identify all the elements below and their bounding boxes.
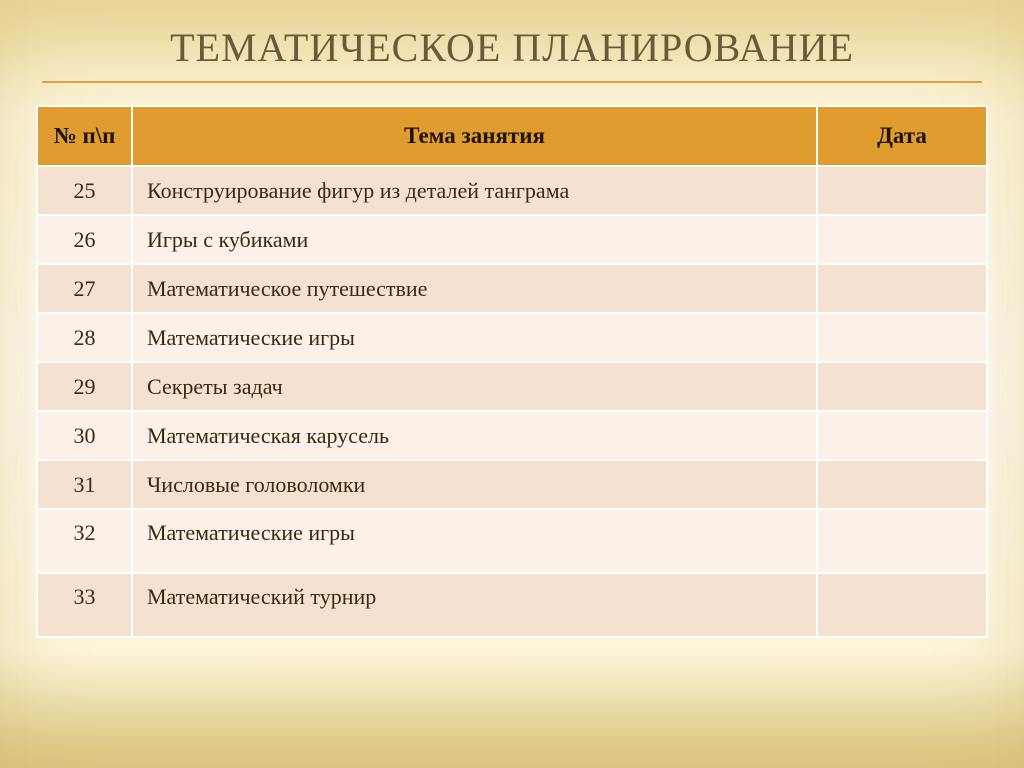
col-header-num: № п\п xyxy=(37,106,132,166)
cell-num: 32 xyxy=(37,509,132,573)
slide: ТЕМАТИЧЕСКОЕ ПЛАНИРОВАНИЕ № п\п Тема зан… xyxy=(0,0,1024,768)
table-row: 32 Математические игры xyxy=(37,509,987,573)
cell-date xyxy=(817,573,987,637)
cell-topic: Конструирование фигур из деталей танграм… xyxy=(132,166,817,215)
cell-date xyxy=(817,313,987,362)
cell-date xyxy=(817,264,987,313)
cell-num: 28 xyxy=(37,313,132,362)
cell-topic: Числовые головоломки xyxy=(132,460,817,509)
cell-num: 30 xyxy=(37,411,132,460)
cell-topic: Секреты задач xyxy=(132,362,817,411)
table-row: 28 Математические игры xyxy=(37,313,987,362)
cell-topic: Игры с кубиками xyxy=(132,215,817,264)
cell-date xyxy=(817,215,987,264)
cell-date xyxy=(817,509,987,573)
table-row: 29 Секреты задач xyxy=(37,362,987,411)
table-row: 26 Игры с кубиками xyxy=(37,215,987,264)
cell-num: 31 xyxy=(37,460,132,509)
table-row: 25 Конструирование фигур из деталей танг… xyxy=(37,166,987,215)
cell-date xyxy=(817,362,987,411)
cell-num: 33 xyxy=(37,573,132,637)
cell-date xyxy=(817,460,987,509)
cell-topic: Математическая карусель xyxy=(132,411,817,460)
cell-topic: Математический турнир xyxy=(132,573,817,637)
col-header-date: Дата xyxy=(817,106,987,166)
table-header-row: № п\п Тема занятия Дата xyxy=(37,106,987,166)
cell-num: 25 xyxy=(37,166,132,215)
cell-date xyxy=(817,166,987,215)
cell-num: 27 xyxy=(37,264,132,313)
cell-num: 26 xyxy=(37,215,132,264)
table-row: 30 Математическая карусель xyxy=(37,411,987,460)
col-header-topic: Тема занятия xyxy=(132,106,817,166)
planning-table: № п\п Тема занятия Дата 25 Конструирован… xyxy=(36,105,988,638)
title-underline xyxy=(42,81,982,83)
cell-topic: Математические игры xyxy=(132,313,817,362)
table-row: 33 Математический турнир xyxy=(37,573,987,637)
table-row: 31 Числовые головоломки xyxy=(37,460,987,509)
table-row: 27 Математическое путешествие xyxy=(37,264,987,313)
cell-topic: Математические игры xyxy=(132,509,817,573)
cell-num: 29 xyxy=(37,362,132,411)
cell-date xyxy=(817,411,987,460)
cell-topic: Математическое путешествие xyxy=(132,264,817,313)
page-title: ТЕМАТИЧЕСКОЕ ПЛАНИРОВАНИЕ xyxy=(36,24,988,81)
